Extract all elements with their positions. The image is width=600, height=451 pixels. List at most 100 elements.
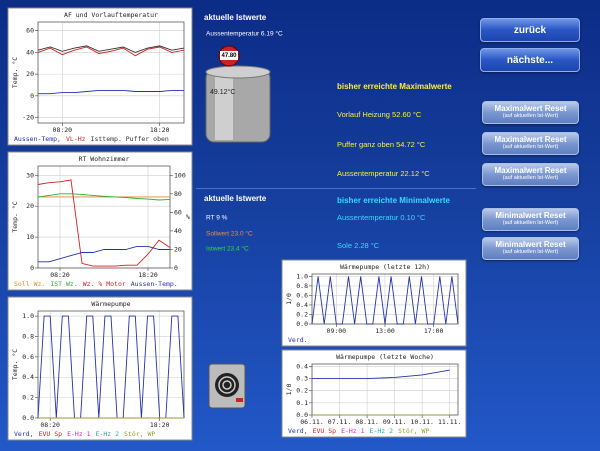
chart-title: Wärmepumpe (letzte 12h) — [340, 263, 430, 271]
tank-temp: 49.12°C — [210, 88, 235, 96]
tank-icon — [205, 45, 271, 143]
value-text: Aussentemperatur 22.12 °C — [337, 169, 430, 178]
value-text: Aussentemperatur 0.10 °C — [337, 213, 426, 222]
reset-label: Maximalwert Reset — [494, 166, 567, 175]
series-line — [37, 193, 171, 201]
legend-entry: Aussen-Temp, — [14, 135, 61, 143]
gauge-value: 47.80 — [221, 53, 237, 59]
legend-entry: Verd, — [14, 430, 34, 438]
y-axis-label: Temp. °C — [11, 201, 19, 232]
legend-entry: Stör, WP — [124, 430, 155, 438]
x-tick-label: 06.11. — [300, 418, 323, 426]
reset-sub: (auf aktuellen Ist-Wert) — [502, 220, 559, 226]
legend-entry: VL-Hz — [66, 135, 86, 143]
reset-sub: (auf aktuellen Ist-Wert) — [502, 249, 559, 255]
y-tick-label: 0.0 — [22, 414, 34, 422]
back-button[interactable]: zurück — [480, 18, 580, 42]
value-text: Istwert 23.4 °C — [206, 245, 249, 253]
section-title: aktuelle Istwerte — [204, 194, 267, 203]
legend-entry: EVU Sp — [313, 427, 337, 435]
y-axis-label: Temp. °C — [11, 349, 19, 380]
y-tick-label: 1.0 — [22, 312, 34, 320]
x-tick-label: 08:20 — [40, 421, 60, 429]
series-line — [37, 179, 171, 267]
series-line — [38, 89, 184, 95]
y2-tick-label: 0 — [174, 264, 178, 272]
x-tick-label: 08:20 — [50, 271, 70, 279]
value-text: Puffer ganz oben 54.72 °C — [337, 140, 426, 149]
y-tick-label: 0.8 — [22, 332, 34, 340]
y-axis-label: Temp. °C — [11, 57, 19, 88]
x-tick-label: 18:20 — [150, 126, 170, 134]
legend-entry: Stör, WP — [398, 427, 429, 435]
x-tick-label: 10.11. — [410, 418, 433, 426]
y2-tick-label: 60 — [174, 208, 182, 216]
panel-bg — [281, 349, 467, 438]
reset-button[interactable]: Maximalwert Reset (auf aktuellen Ist-Wert… — [482, 132, 579, 155]
reset-sub: (auf aktuellen Ist-Wert) — [502, 113, 559, 119]
x-tick-label: 18:20 — [138, 271, 158, 279]
chart-title: Wärmepumpe — [91, 300, 130, 308]
y-tick-label: 0.4 — [296, 301, 308, 309]
y-tick-label: 0.0 — [296, 320, 308, 328]
reset-label: Maximalwert Reset — [494, 135, 567, 144]
chart-title: Wärmepumpe (letzte Woche) — [336, 353, 434, 361]
y-axis-label: 1/0 — [285, 293, 293, 305]
y-axis-label: 1/0 — [285, 384, 293, 396]
y2-axis-label: % — [186, 213, 190, 221]
legend-entry: E-Hz 1 — [67, 430, 91, 438]
reset-button[interactable]: Minimalwert Reset (auf aktuellen Ist-Wert… — [482, 208, 579, 231]
series-line — [312, 369, 450, 380]
x-tick-label: 09:00 — [327, 327, 347, 335]
y-tick-label: 0.4 — [296, 362, 308, 370]
chart-panel: Wärmepumpe Temp. °C 0.0 0.2 0.4 0.6 0.8 1.0 08:2… — [7, 296, 193, 441]
reset-sub: (auf aktuellen Ist-Wert) — [502, 175, 559, 181]
legend-entry: E-Hz 2 — [96, 430, 120, 438]
separator — [196, 188, 476, 189]
series-line — [37, 45, 185, 53]
reset-button[interactable]: Maximalwert Reset (auf aktuellen Ist-Wert… — [482, 101, 579, 124]
y-tick-label: 20 — [26, 202, 34, 210]
legend-entry: E-Hz 2 — [370, 427, 394, 435]
y-tick-label: 40 — [26, 48, 34, 56]
y-tick-label: 0.6 — [22, 353, 34, 361]
x-tick-label: 09.11. — [383, 418, 406, 426]
y2-tick-label: 80 — [174, 190, 182, 198]
x-tick-label: 07.11. — [328, 418, 351, 426]
legend-entry: Aussen-Temp. — [131, 280, 178, 288]
y-tick-label: 20 — [26, 70, 34, 78]
series-line — [38, 245, 170, 263]
y-tick-label: 0 — [30, 264, 34, 272]
reset-sub: (auf aktuellen Ist-Wert) — [502, 144, 559, 150]
reset-button[interactable]: Minimalwert Reset (auf aktuellen Ist-Wert… — [482, 237, 579, 260]
legend-entry: Soll Wz. — [14, 280, 45, 288]
series-line — [37, 46, 185, 57]
x-tick-label: 17:00 — [424, 327, 444, 335]
x-tick-label: 11.11. — [438, 418, 461, 426]
y-tick-label: 60 — [26, 27, 34, 35]
y2-tick-label: 40 — [174, 227, 182, 235]
value-text: Sollwert 23.0 °C — [206, 230, 253, 238]
legend-entry: IST Wz. — [50, 280, 77, 288]
reset-button[interactable]: Maximalwert Reset (auf aktuellen Ist-Wert… — [482, 163, 579, 186]
next-button[interactable]: nächste... — [480, 48, 580, 72]
y-tick-label: 30 — [26, 171, 34, 179]
y-tick-label: 0.4 — [22, 373, 34, 381]
x-tick-label: 08.11. — [355, 418, 378, 426]
legend-entry: Wz. % Motor — [83, 280, 126, 288]
reset-label: Minimalwert Reset — [495, 211, 566, 220]
plot-frame — [37, 21, 185, 124]
panel-bg — [7, 151, 193, 291]
y-tick-label: 0.1 — [296, 399, 308, 407]
y-tick-label: 0.6 — [296, 291, 308, 299]
legend-entry: E-Hz 1 — [341, 427, 365, 435]
legend-entry: EVU Sp — [39, 430, 63, 438]
y-tick-label: 0.8 — [296, 282, 308, 290]
panel-bg — [7, 296, 193, 441]
y-tick-label: 0.2 — [296, 310, 308, 318]
chart-panel: Wärmepumpe (letzte 12h) 1/0 0.0 0.20.4 0.60.… — [281, 259, 467, 347]
section-title: bisher erreichte Minimalwerte — [337, 196, 450, 205]
y-tick-label: 0.2 — [22, 394, 34, 402]
